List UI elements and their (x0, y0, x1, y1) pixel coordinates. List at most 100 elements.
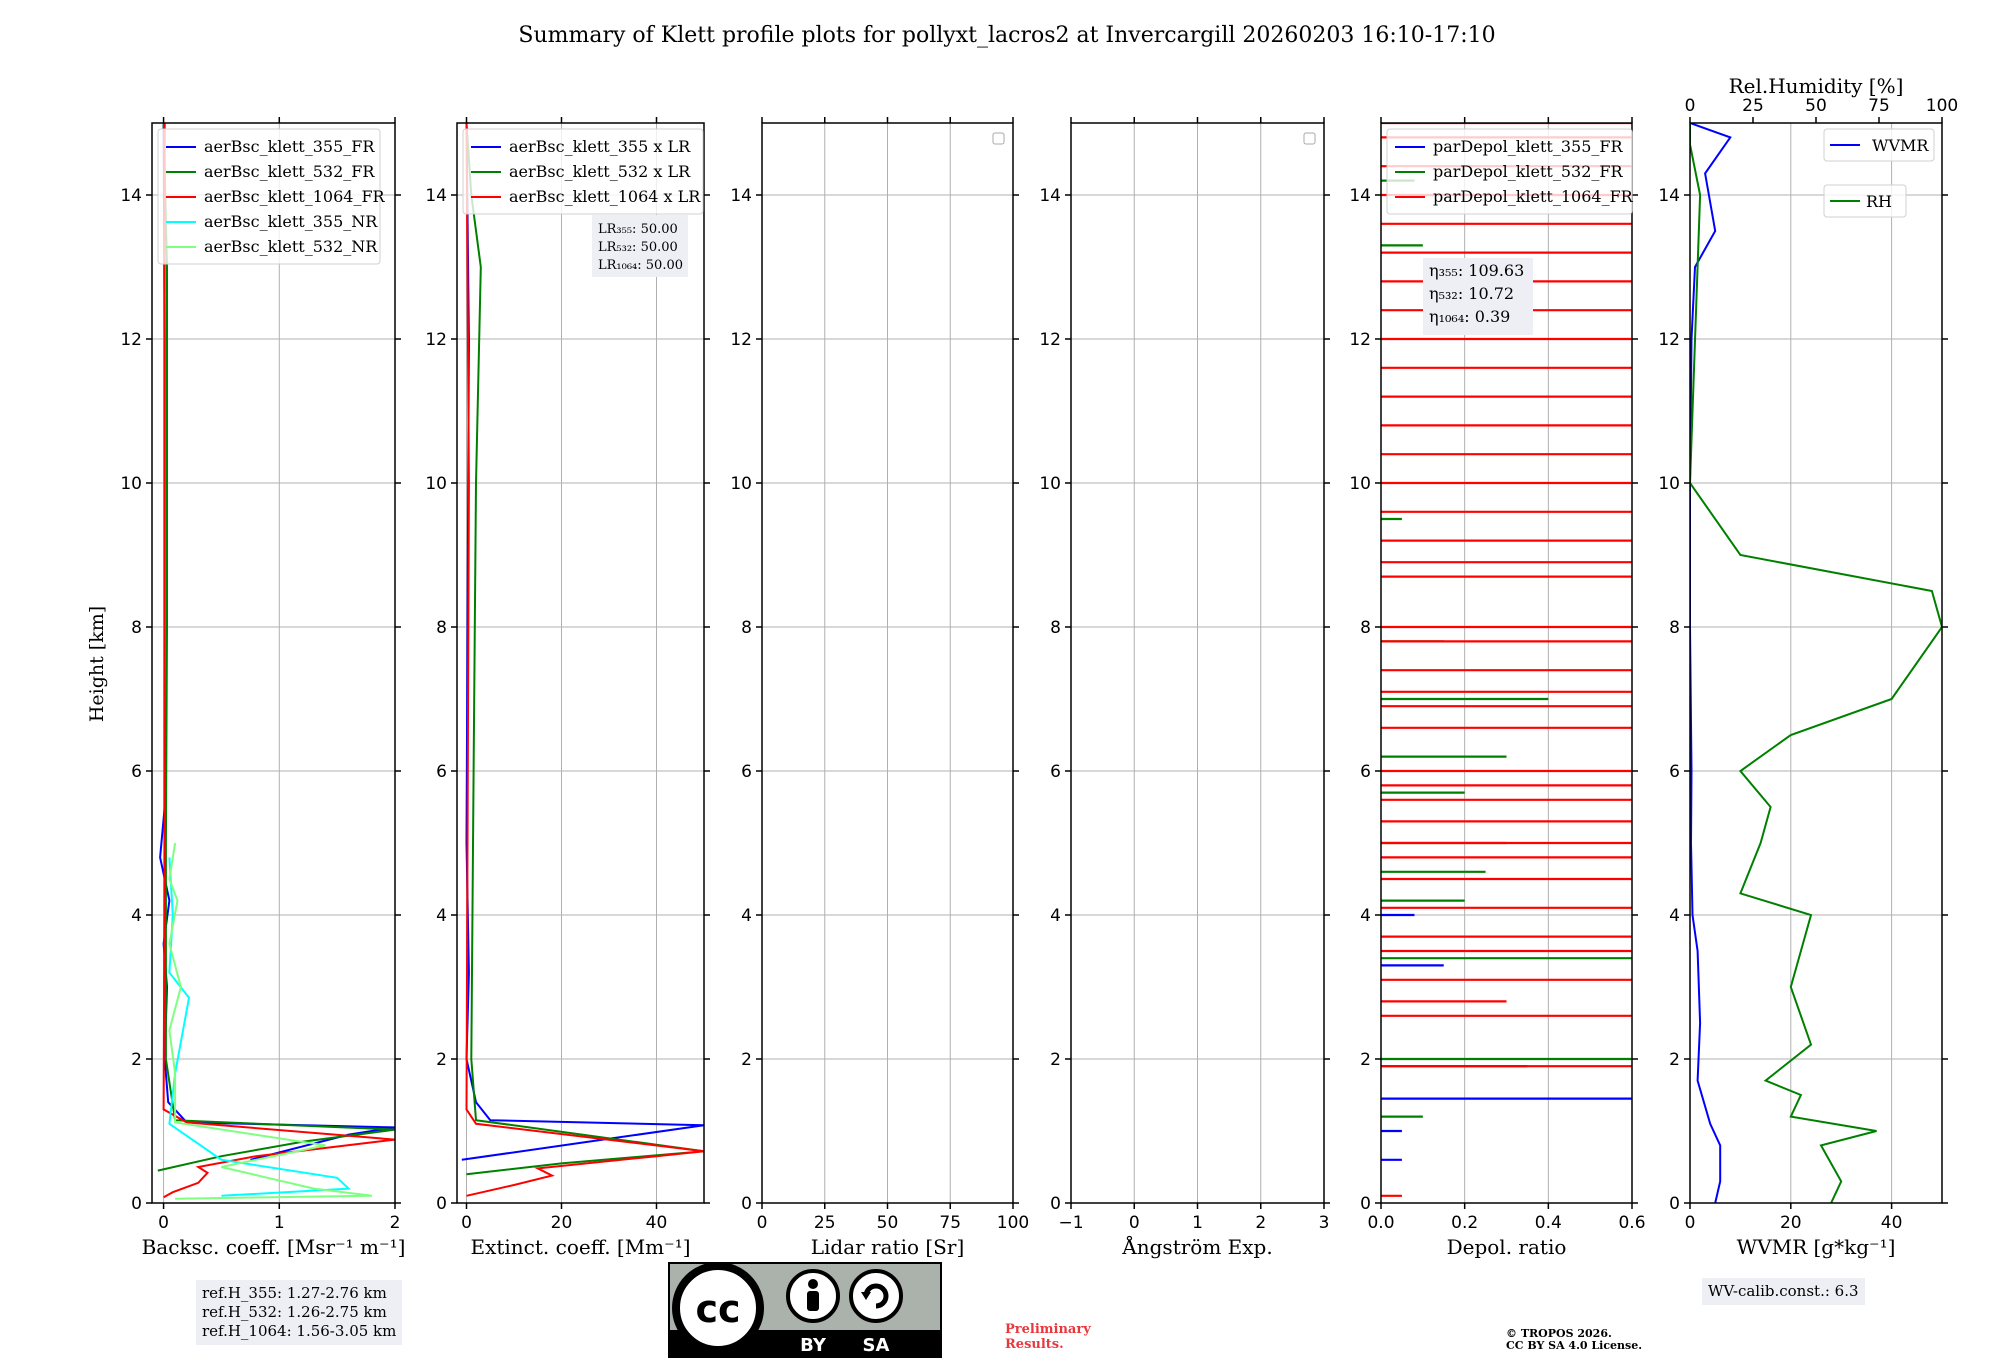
ytick-label: 8 (1669, 618, 1680, 638)
ytick-label: 0 (1050, 1194, 1061, 1214)
series-aerBsc_klett_532_FR (157, 123, 395, 1172)
ytick-label: 4 (1050, 906, 1061, 926)
ytick-label: 6 (131, 762, 142, 782)
panel-depol: 0 2 4 6 8 10 12 14 0.0 0.2 0.4 0.6 Depol. ratio parDe… (1349, 117, 1646, 1259)
ytick-label: 2 (1360, 1050, 1371, 1070)
xtick-label: 0.0 (1367, 1213, 1394, 1233)
legend-label: parDepol_klett_532_FR (1433, 162, 1624, 181)
xtick-label: 50 (877, 1213, 899, 1233)
legend-label: aerBsc_klett_532_FR (204, 162, 375, 181)
ytick-label: 14 (120, 186, 142, 206)
cc-logo-icon (672, 1262, 764, 1354)
axes-frame (1380, 122, 1633, 1204)
series-RH (1690, 123, 1942, 1203)
axes-frame (1689, 122, 1943, 1204)
annotation-text: η₃₅₅: 109.63 (1429, 261, 1524, 280)
xtick-label: 0.4 (1535, 1213, 1562, 1233)
xtick-label: 0.6 (1618, 1213, 1645, 1233)
ytick-label: 0 (1360, 1194, 1371, 1214)
annotation-box (1423, 258, 1533, 335)
ytick-label: 10 (1658, 474, 1680, 494)
wv-calib-text: WV-calib.const.: 6.3 (1708, 1282, 1859, 1300)
top-xlabel: Rel.Humidity [%] (1729, 74, 1904, 98)
annotation-text: LR₅₃₂: 50.00 (598, 240, 678, 255)
ytick-label: 0 (741, 1194, 752, 1214)
series-WVMR (1690, 123, 1732, 1203)
top-xtick-label: 50 (1805, 96, 1827, 116)
ytick-label: 4 (1360, 906, 1371, 926)
preliminary-line2: Results. (1005, 1337, 1064, 1352)
ytick-label: 14 (1039, 186, 1061, 206)
legend-box (1386, 128, 1633, 215)
annotation-box (592, 215, 688, 277)
legend-label: aerBsc_klett_532_NR (204, 237, 378, 256)
ref-height-1064: ref.H_1064: 1.56-3.05 km (202, 1322, 397, 1340)
ytick-label: 14 (1658, 186, 1680, 206)
series-aerBsc_klett_1064 x LR (465, 123, 704, 1197)
xtick-label: 0 (1129, 1213, 1140, 1233)
figure-title: Summary of Klett profile plots for polly… (518, 23, 1495, 48)
wv-calib-box: WV-calib.const.: 6.3 (1702, 1278, 1865, 1305)
ref-height-532: ref.H_532: 1.26-2.75 km (202, 1303, 387, 1321)
ytick-label: 2 (1050, 1050, 1061, 1070)
ref-height-box: ref.H_355: 1.27-2.76 km ref.H_532: 1.26-… (196, 1280, 403, 1345)
xtick-label: 0 (158, 1213, 169, 1233)
xtick-label: 40 (646, 1213, 668, 1233)
ytick-label: 12 (120, 330, 142, 350)
ytick-label: 14 (425, 186, 447, 206)
ytick-label: 14 (730, 186, 752, 206)
series-aerBsc_klett_355 x LR (461, 123, 704, 1161)
ytick-label: 4 (131, 906, 142, 926)
sa-label: SA (863, 1335, 890, 1356)
xtick-label: 2 (390, 1213, 401, 1233)
legend-box (157, 128, 381, 265)
xlabel: WVMR [g*kg⁻¹] (1737, 1235, 1896, 1259)
xtick-label: 0 (757, 1213, 768, 1233)
xtick-label: 20 (1780, 1213, 1802, 1233)
ytick-label: 10 (1349, 474, 1371, 494)
ytick-label: 0 (436, 1194, 447, 1214)
ytick-label: 14 (1349, 186, 1371, 206)
top-xtick-label: 100 (1926, 96, 1958, 116)
ytick-label: 8 (741, 618, 752, 638)
xtick-label: 1 (1192, 1213, 1203, 1233)
ytick-label: 4 (741, 906, 752, 926)
xtick-label: 25 (814, 1213, 836, 1233)
axes-frame (151, 122, 396, 1204)
xtick-label: 3 (1319, 1213, 1330, 1233)
copyright-note: © TROPOS 2026. CC BY SA 4.0 License. (1506, 1328, 1642, 1352)
legend-box (462, 128, 704, 215)
copyright-line1: © TROPOS 2026. (1506, 1327, 1612, 1340)
empty-legend-box (992, 132, 1005, 145)
ytick-label: 10 (120, 474, 142, 494)
legend-box (1823, 128, 1935, 162)
xtick-label: 0.2 (1451, 1213, 1478, 1233)
cc-logo-text: cc (695, 1287, 740, 1331)
ytick-label: 8 (1050, 618, 1061, 638)
ytick-label: 10 (730, 474, 752, 494)
series-aerBsc_klett_355_NR (168, 857, 352, 1197)
ytick-label: 6 (741, 762, 752, 782)
series-aerBsc_klett_532 x LR (465, 123, 704, 1176)
legend-label: aerBsc_klett_532 x LR (509, 162, 691, 181)
xtick-label: 0 (461, 1213, 472, 1233)
ytick-label: 2 (1669, 1050, 1680, 1070)
panel-wvmr: 0 2 4 6 8 10 12 14 0 20 40 0 25 50 75 100 Rel.Humidity [… (1658, 74, 1958, 1259)
series-aerBsc_klett_1064_FR (162, 123, 395, 1199)
axes-frame (761, 122, 1014, 1204)
ytick-label: 12 (1658, 330, 1680, 350)
ytick-label: 12 (1349, 330, 1371, 350)
ytick-label: 8 (1360, 618, 1371, 638)
panel-lidar_ratio: 0 2 4 6 8 10 12 14 0 25 50 75 100 Lidar ratio [Sr] (730, 117, 1029, 1259)
legend-label: aerBsc_klett_1064 x LR (509, 187, 701, 206)
legend-label: aerBsc_klett_355_NR (204, 212, 378, 231)
legend-label: aerBsc_klett_355_FR (204, 137, 375, 156)
series-aerBsc_klett_532_NR (168, 842, 373, 1200)
ytick-label: 2 (741, 1050, 752, 1070)
top-xtick-label: 75 (1868, 96, 1890, 116)
preliminary-note: Preliminary Results. (1005, 1322, 1091, 1352)
ytick-label: 12 (425, 330, 447, 350)
